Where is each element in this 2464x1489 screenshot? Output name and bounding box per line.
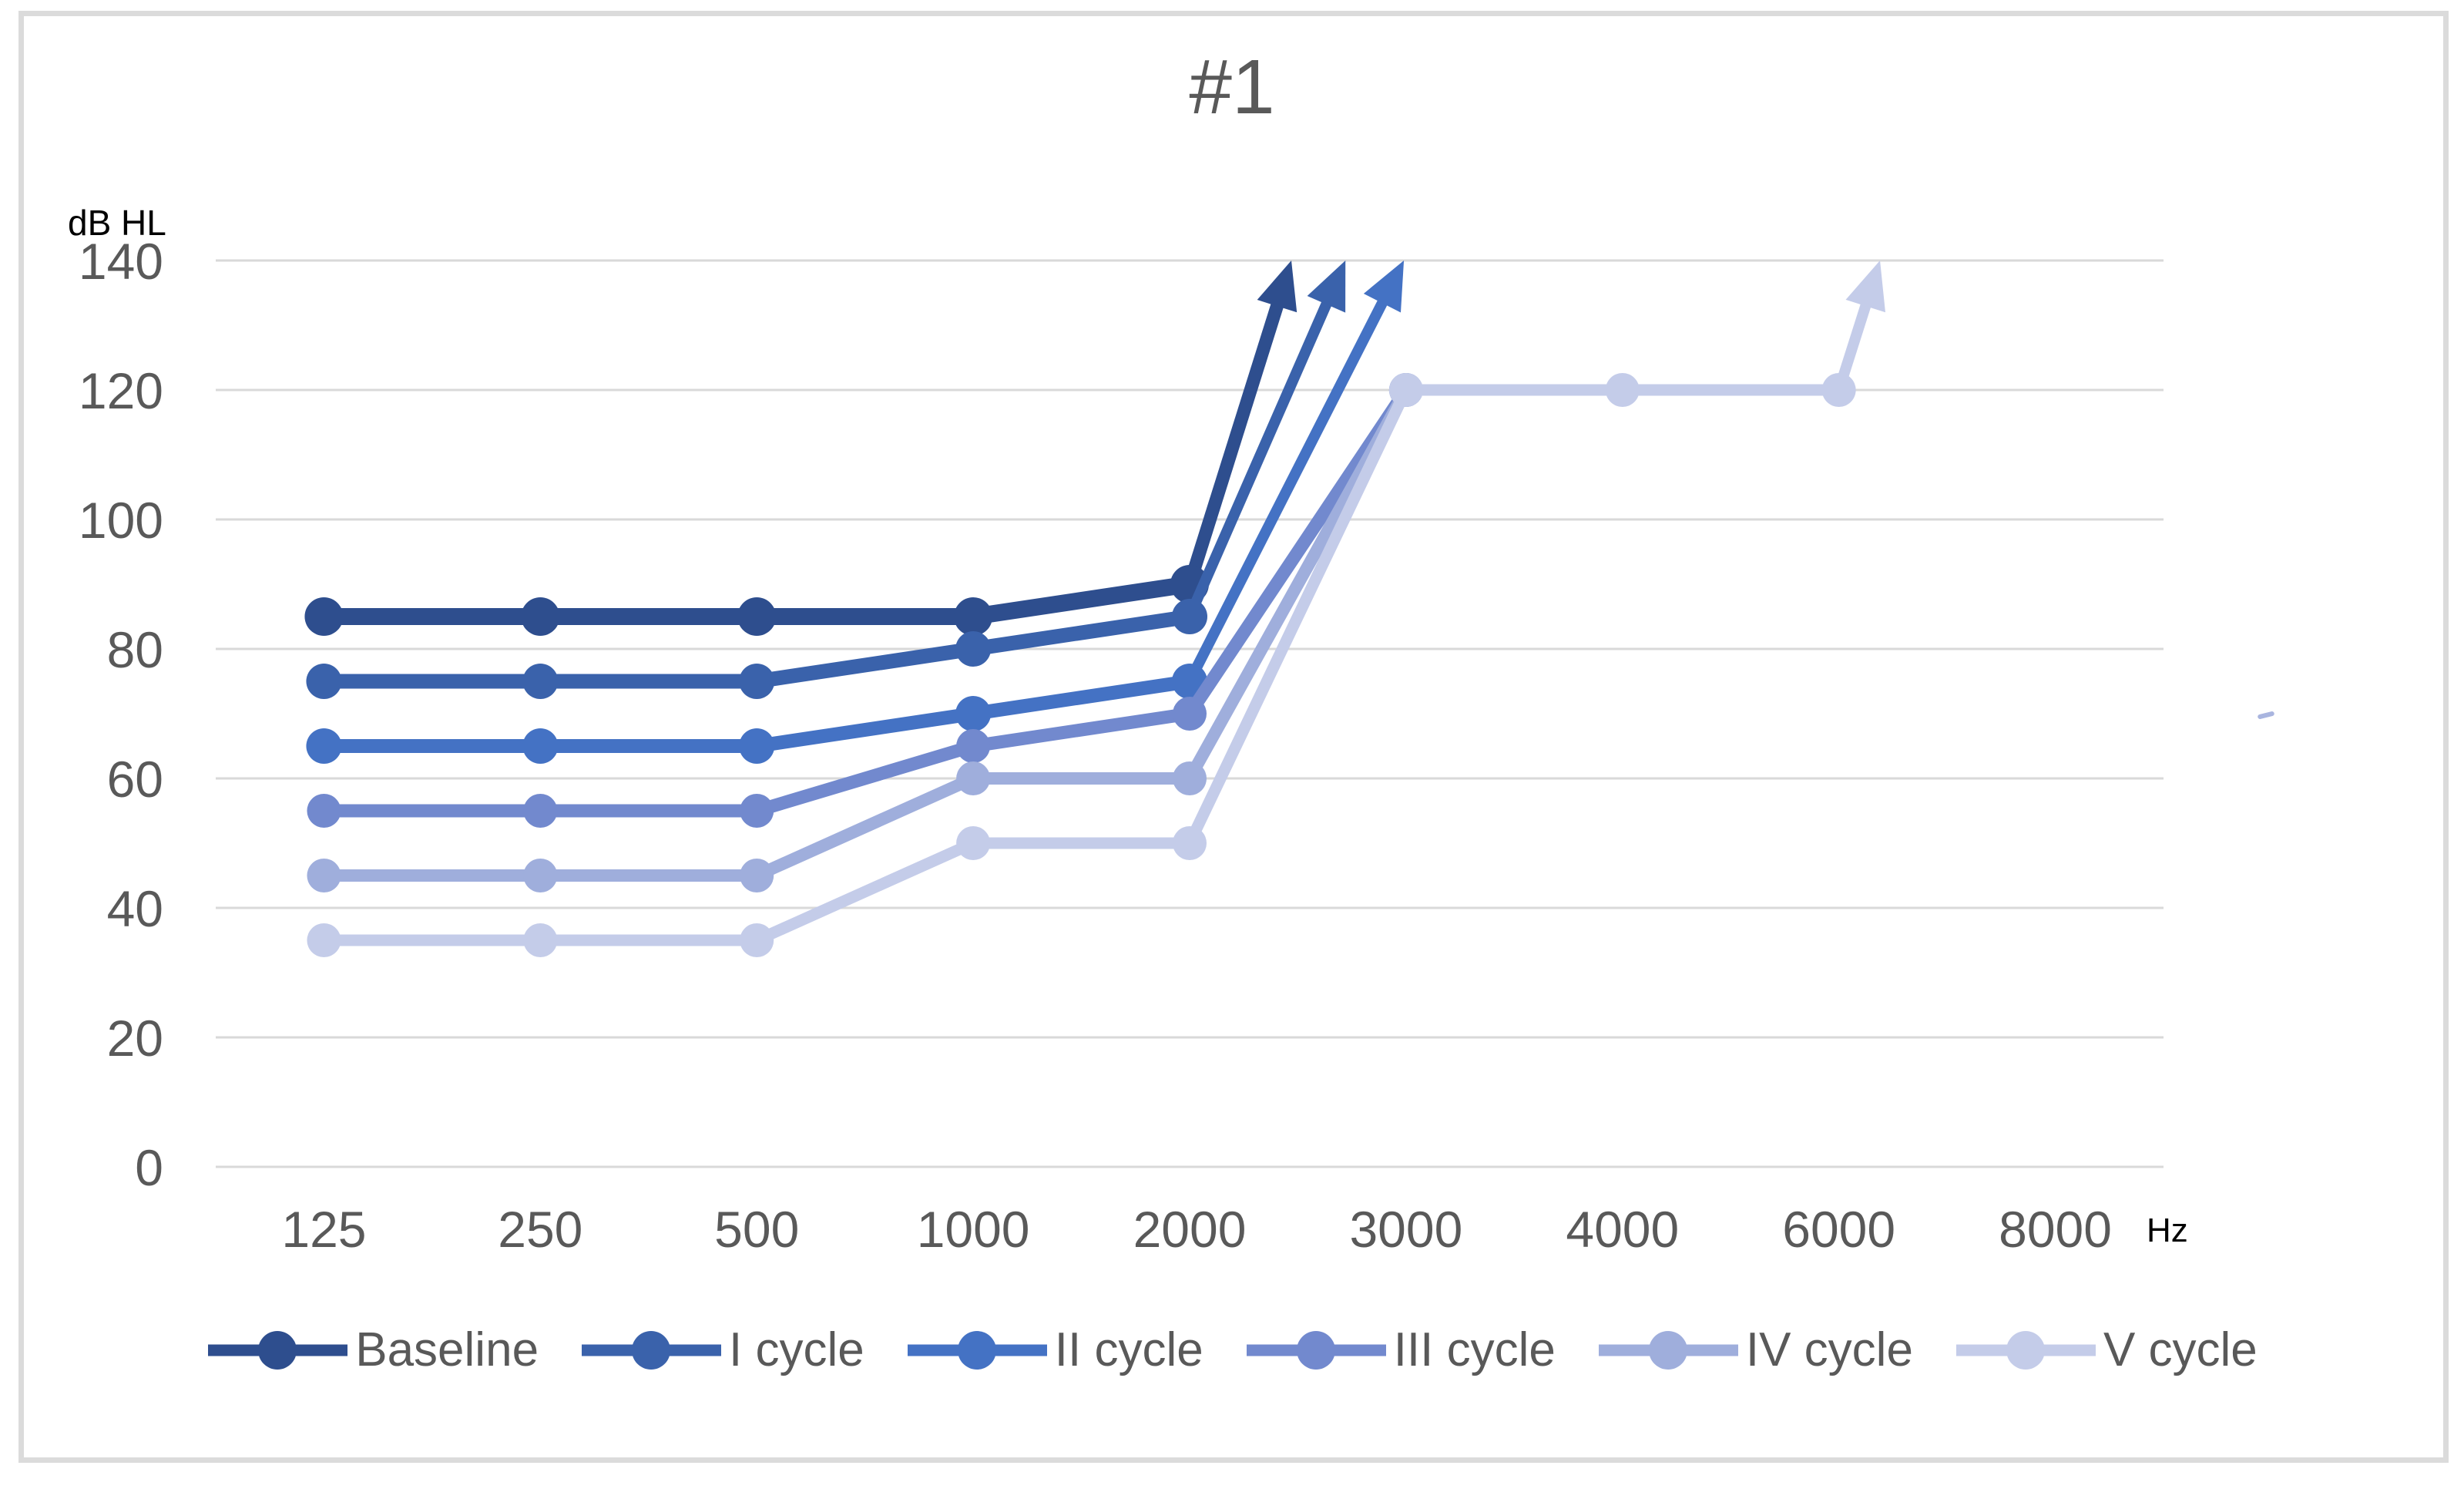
legend-item-ii-cycle: II cycle <box>906 1323 1203 1377</box>
y-tick-label-40: 40 <box>107 880 163 937</box>
chart-title: #1 <box>1189 44 1275 130</box>
x-tick-label-1000: 1000 <box>917 1201 1030 1258</box>
offscale-arrow-head-ii-cycle <box>1363 260 1405 313</box>
data-point-v-cycle-1000 <box>956 826 991 860</box>
legend-item-iv-cycle: IV cycle <box>1597 1323 1913 1377</box>
data-point-v-cycle-6000 <box>1821 373 1856 407</box>
offscale-arrow-shaft-ii-cycle <box>1184 288 1394 684</box>
legend: Baseline I cycle II cycle III cycle IV cycle… <box>0 1323 2464 1377</box>
data-point-v-cycle-3000 <box>1388 373 1423 407</box>
data-point-ii-cycle-250 <box>522 728 559 764</box>
legend-item-label: III cycle <box>1393 1323 1556 1376</box>
x-tick-label-250: 250 <box>498 1201 582 1258</box>
offscale-arrow-head-baseline <box>1257 260 1297 313</box>
series-ii-cycle <box>306 260 1405 764</box>
legend-item-label: II cycle <box>1054 1323 1203 1376</box>
legend-item-label: IV cycle <box>1745 1323 1913 1376</box>
data-point-i-cycle-250 <box>522 664 559 699</box>
y-tick-label-0: 0 <box>135 1139 163 1196</box>
data-point-iv-cycle-125 <box>307 859 341 892</box>
series-i-cycle <box>306 260 1346 699</box>
legend-marker-icon <box>208 1330 348 1370</box>
line-iii-cycle <box>324 386 1412 818</box>
data-point-v-cycle-500 <box>740 923 774 957</box>
y-tick-label-140: 140 <box>79 233 163 290</box>
data-point-iii-cycle-2000 <box>1173 697 1207 731</box>
offscale-arrow-shaft-i-cycle <box>1184 289 1338 619</box>
data-point-iv-cycle-1000 <box>956 761 991 795</box>
line-iv-cycle <box>324 387 1412 882</box>
x-tick-label-2000: 2000 <box>1133 1201 1247 1258</box>
series-v-cycle <box>307 260 1885 957</box>
series-baseline <box>304 260 1297 636</box>
offscale-arrow-head-i-cycle <box>1307 260 1346 313</box>
legend-item-label: V cycle <box>2103 1323 2258 1376</box>
legend-marker-icon <box>582 1330 722 1370</box>
data-point-baseline-500 <box>737 597 777 636</box>
y-axis-unit-label: dB HL <box>68 203 166 243</box>
offscale-arrow-head-v-cycle <box>1845 260 1885 313</box>
data-point-iv-cycle-2000 <box>1173 761 1207 795</box>
data-point-baseline-250 <box>521 597 560 636</box>
x-tick-label-8000: 8000 <box>1999 1201 2112 1258</box>
x-tick-label-6000: 6000 <box>1782 1201 1895 1258</box>
data-point-iii-cycle-1000 <box>956 729 991 763</box>
legend-item-label: Baseline <box>355 1323 539 1376</box>
offscale-arrow-shaft-baseline <box>1183 291 1287 587</box>
data-point-v-cycle-2000 <box>1173 826 1207 860</box>
offscale-arrow-shaft-v-cycle <box>1833 291 1875 392</box>
line-v-cycle <box>324 384 1839 946</box>
legend-item-v-cycle: V cycle <box>1955 1323 2258 1377</box>
x-tick-label-3000: 3000 <box>1349 1201 1462 1258</box>
legend-marker-icon <box>1955 1330 2096 1370</box>
legend-item-baseline: Baseline <box>206 1323 539 1377</box>
data-point-i-cycle-2000 <box>1172 599 1207 634</box>
data-point-ii-cycle-125 <box>306 728 342 764</box>
data-point-iii-cycle-250 <box>523 794 558 828</box>
data-point-iv-cycle-250 <box>523 859 558 892</box>
y-tick-label-80: 80 <box>107 621 163 678</box>
series-iii-cycle <box>307 373 1423 828</box>
data-point-i-cycle-500 <box>739 664 775 699</box>
legend-item-i-cycle: I cycle <box>580 1323 864 1377</box>
legend-item-iii-cycle: III cycle <box>1245 1323 1556 1377</box>
data-point-v-cycle-4000 <box>1605 373 1640 407</box>
data-point-i-cycle-125 <box>306 664 342 699</box>
x-tick-label-125: 125 <box>281 1201 366 1258</box>
y-tick-label-60: 60 <box>107 751 163 808</box>
data-point-v-cycle-250 <box>523 923 558 957</box>
data-point-ii-cycle-1000 <box>955 696 992 731</box>
data-point-iii-cycle-500 <box>740 794 774 828</box>
stray-mark <box>2258 711 2274 719</box>
data-point-iv-cycle-500 <box>740 859 774 892</box>
legend-marker-icon <box>1246 1330 1386 1370</box>
x-tick-label-4000: 4000 <box>1566 1201 1679 1258</box>
data-point-i-cycle-1000 <box>955 631 992 667</box>
x-tick-label-500: 500 <box>714 1201 799 1258</box>
y-tick-label-20: 20 <box>107 1010 163 1067</box>
y-tick-label-120: 120 <box>79 362 163 419</box>
data-point-v-cycle-125 <box>307 923 341 957</box>
legend-item-label: I cycle <box>729 1323 864 1376</box>
legend-marker-icon <box>1598 1330 1738 1370</box>
data-point-baseline-125 <box>304 597 344 636</box>
y-tick-label-100: 100 <box>79 492 163 549</box>
data-point-baseline-1000 <box>954 597 993 636</box>
data-point-ii-cycle-500 <box>739 728 775 764</box>
x-axis-unit-label: Hz <box>2147 1212 2188 1249</box>
data-point-iii-cycle-125 <box>307 794 341 828</box>
legend-marker-icon <box>907 1330 1047 1370</box>
